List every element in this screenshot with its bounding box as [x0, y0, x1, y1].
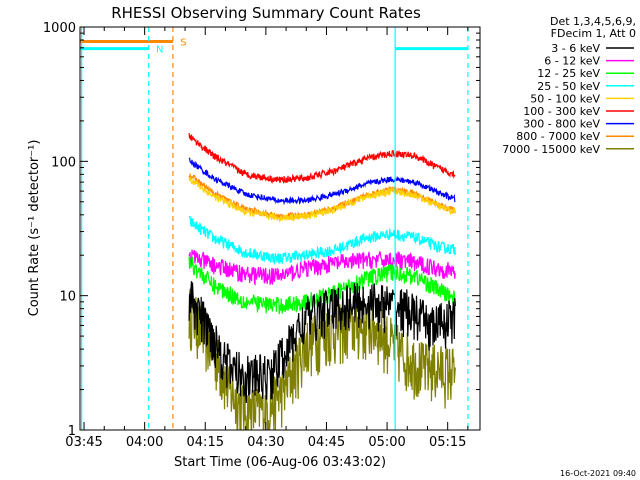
x-tick-label: 05:00	[368, 435, 405, 450]
y-tick-label: 1	[68, 424, 76, 439]
legend-label: 7000 - 15000 keV	[502, 143, 600, 156]
x-axis-label: Start Time (06-Aug-06 03:43:02)	[174, 455, 386, 470]
timestamp: 16-Oct-2021 09:40	[560, 469, 636, 478]
marker-layer: SN	[80, 27, 469, 430]
series-line	[188, 133, 456, 185]
series-line	[188, 249, 456, 286]
x-tick-label: 04:15	[187, 435, 224, 450]
legend-label: 300 - 800 keV	[523, 118, 600, 131]
legend-label: 6 - 12 keV	[544, 55, 600, 68]
series-line	[188, 157, 456, 206]
series-line	[188, 256, 456, 315]
axis-layer: 03:45 04:00 04:15 04:30 04:45 05:00 05:15 1 10 10…	[43, 21, 480, 450]
y-tick-label: 1000	[43, 21, 76, 36]
x-tick-label: 04:30	[247, 435, 284, 450]
legend-label: 3 - 6 keV	[551, 42, 600, 55]
series-line	[188, 216, 456, 266]
x-tick-label: 03:45	[65, 435, 102, 450]
marker-label: N	[156, 45, 163, 56]
y-tick-label: 100	[51, 155, 76, 170]
legend-label: 100 - 300 keV	[523, 105, 600, 118]
legend-header-line: Det 1,3,4,5,6,9,	[550, 15, 636, 28]
legend-label: 50 - 100 keV	[530, 92, 600, 105]
y-tick-label: 10	[59, 290, 76, 305]
plot-frame	[79, 26, 481, 431]
legend-label: 25 - 50 keV	[537, 80, 600, 93]
series-line	[188, 281, 456, 404]
chart-title: RHESSI Observing Summary Count Rates	[111, 4, 421, 22]
legend-label: 12 - 25 keV	[537, 67, 600, 80]
x-tick-label: 04:00	[126, 435, 163, 450]
series-line	[188, 176, 456, 223]
marker-label: S	[180, 37, 186, 48]
y-axis-label: Count Rate (s⁻¹ detector⁻¹)	[27, 140, 42, 317]
series-layer	[188, 133, 456, 430]
x-tick-label: 05:15	[429, 435, 466, 450]
legend-header-line: FDecim 1, Att 0	[551, 27, 636, 40]
x-tick-label: 04:45	[308, 435, 345, 450]
legend-label: 800 - 7000 keV	[516, 130, 600, 143]
